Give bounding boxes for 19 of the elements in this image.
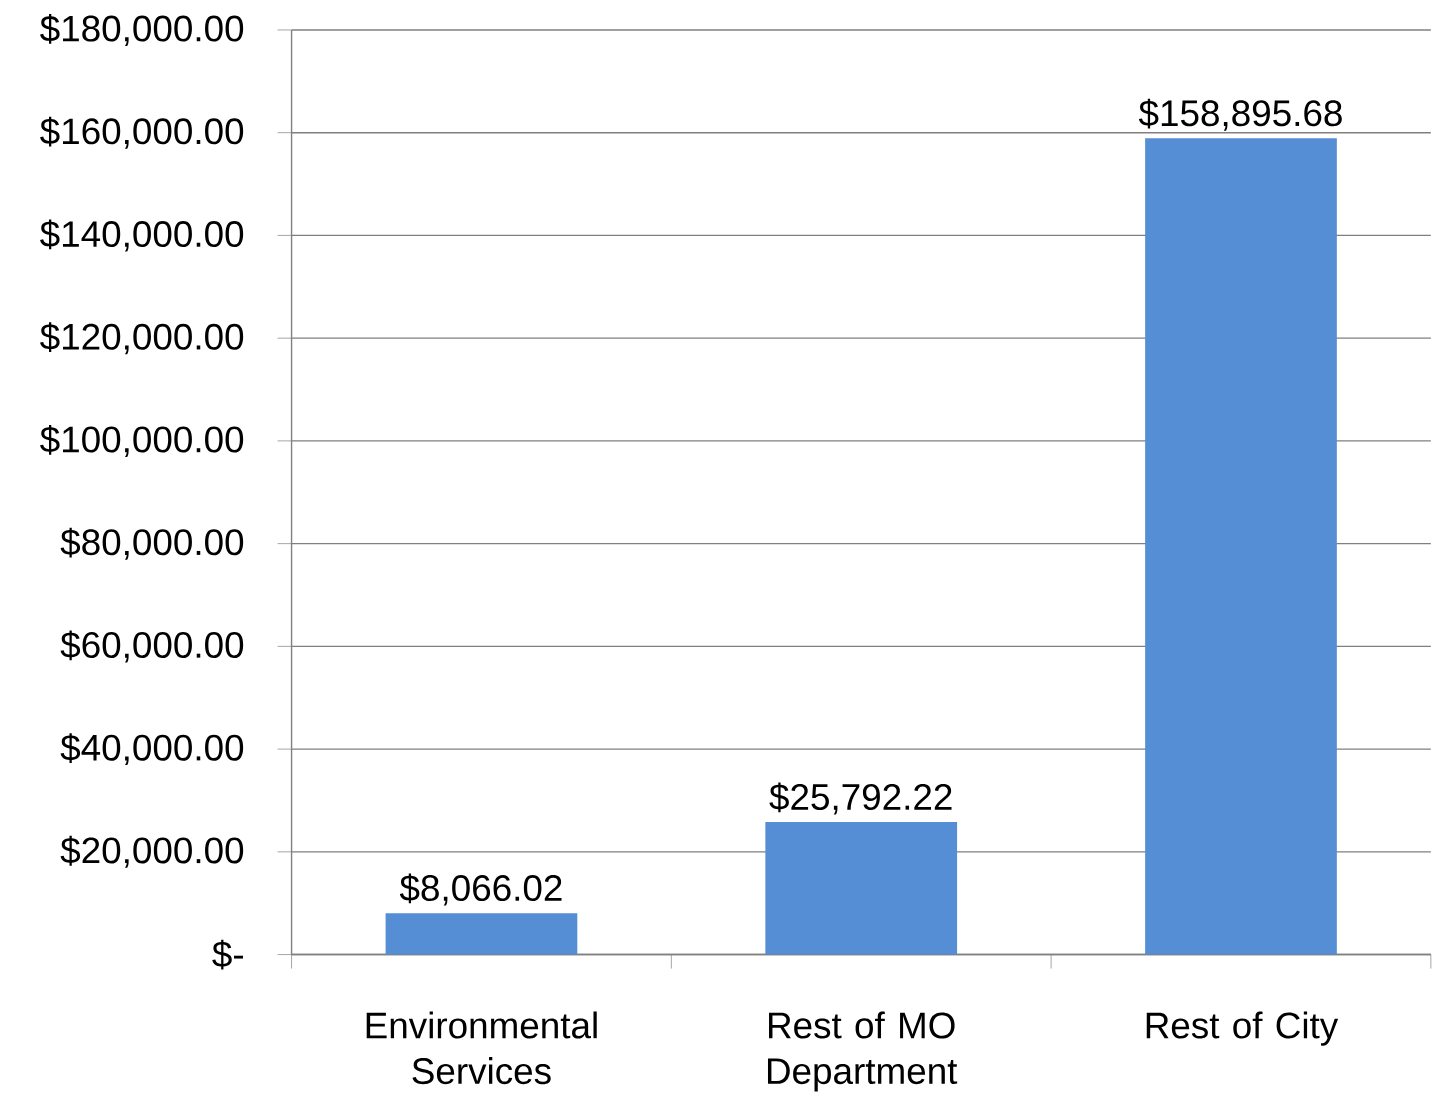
data-label: $25,792.22: [769, 782, 952, 815]
y-tick-label: $80,000.00: [60, 527, 244, 560]
y-tick-label: $100,000.00: [40, 425, 244, 458]
y-tick-label: $140,000.00: [40, 219, 244, 252]
x-tick-label: Rest of City: [1146, 1011, 1339, 1046]
y-tick-label: $60,000.00: [60, 630, 244, 663]
y-tick-label: $160,000.00: [40, 116, 244, 149]
y-tick-label: $180,000.00: [40, 14, 244, 47]
x-tick-label: Rest of MO Department: [767, 1011, 958, 1092]
x-tick-label: Environmental Services: [366, 1011, 597, 1085]
y-tick-label: $120,000.00: [40, 322, 244, 355]
y-tick-label: $40,000.00: [60, 733, 244, 766]
bar: [1145, 138, 1337, 955]
y-tick-label: $20,000.00: [60, 836, 244, 868]
bar: [765, 822, 958, 955]
bar: [385, 913, 578, 955]
y-tick-label: $-: [212, 939, 243, 970]
data-label: $8,066.02: [399, 873, 562, 906]
data-label: $158,895.68: [1138, 98, 1342, 131]
